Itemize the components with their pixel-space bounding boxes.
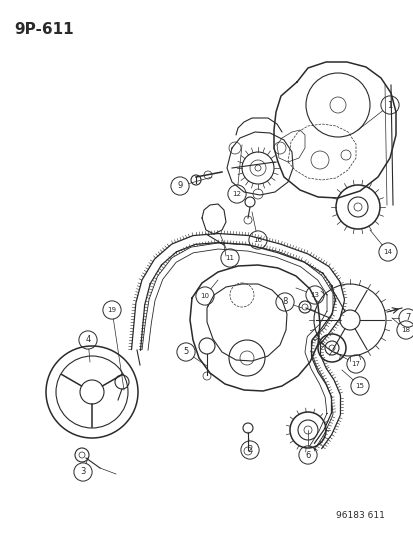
Text: 96183 611: 96183 611: [335, 511, 384, 520]
Text: 1: 1: [387, 101, 392, 109]
Text: 2: 2: [247, 446, 252, 455]
Text: 16: 16: [253, 237, 262, 243]
Text: 3: 3: [80, 467, 85, 477]
Text: 10: 10: [200, 293, 209, 299]
Text: 9P-611: 9P-611: [14, 22, 74, 37]
Text: 6: 6: [304, 450, 310, 459]
Text: 4: 4: [85, 335, 90, 344]
Text: 15: 15: [355, 383, 363, 389]
Text: 17: 17: [351, 361, 360, 367]
Text: 18: 18: [401, 327, 410, 333]
Text: 9: 9: [177, 182, 182, 190]
Text: 5: 5: [183, 348, 188, 357]
Text: 8: 8: [282, 297, 287, 306]
Text: 11: 11: [225, 255, 234, 261]
Text: 19: 19: [107, 307, 116, 313]
Text: 13: 13: [310, 292, 319, 298]
Text: 7: 7: [404, 313, 410, 322]
Text: 14: 14: [382, 249, 392, 255]
Text: 12: 12: [232, 191, 241, 197]
